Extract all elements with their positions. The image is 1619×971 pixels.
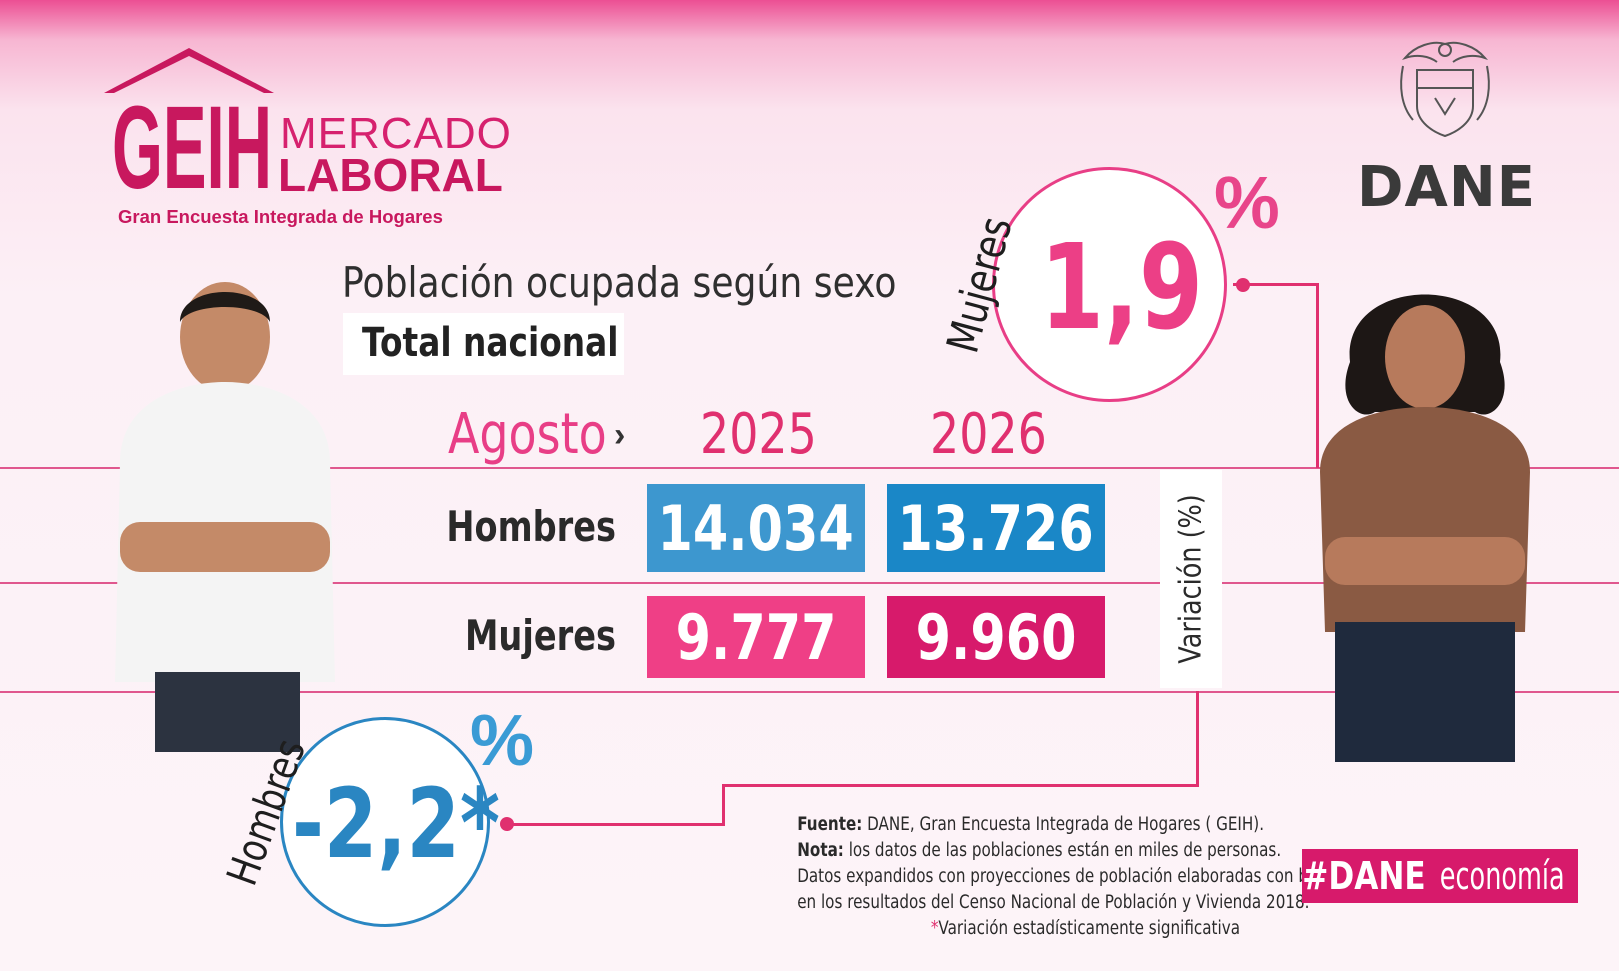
logo-subtitle: Gran Encuesta Integrada de Hogares [118, 206, 443, 227]
connector-dot [500, 817, 514, 831]
period-label: Agosto [448, 402, 607, 467]
divider-line [0, 582, 1619, 584]
source-text: DANE, Gran Encuesta Integrada de Hogares… [862, 814, 1265, 835]
page-title: Población ocupada según sexo [342, 258, 897, 307]
year-2025-header: 2025 [700, 402, 817, 467]
hashtag-badge: #DANE economía [1302, 849, 1578, 903]
value-cell-mujeres-2025: 9.777 [647, 596, 865, 678]
hashtag-bold: #DANE [1302, 854, 1426, 898]
row-label-hombres: Hombres [446, 502, 616, 551]
value-cell-mujeres-2026: 9.960 [887, 596, 1105, 678]
year-2026-header: 2026 [930, 402, 1047, 467]
woman-photo [1320, 294, 1530, 762]
value-text: 13.726 [897, 491, 1095, 565]
note-text: los datos de las poblaciones están en mi… [843, 840, 1282, 861]
value-text: 9.777 [675, 600, 837, 674]
row-label-mujeres: Mujeres [464, 611, 616, 660]
connector-line [1233, 283, 1319, 286]
connector-line [722, 784, 1199, 787]
women-variation-circle [992, 167, 1227, 402]
men-percent-sign: % [470, 701, 535, 781]
value-text: 9.960 [915, 600, 1077, 674]
subtitle-box [343, 313, 624, 375]
asterisk: * [930, 918, 939, 939]
note-label: Nota: [797, 840, 844, 861]
svg-text:GEIH: GEIH [112, 82, 272, 193]
connector-line [1316, 283, 1319, 468]
connector-line [1196, 691, 1199, 786]
variation-label-box [1160, 470, 1222, 688]
man-photo [115, 282, 335, 752]
logo-mercado-text: MERCADO [280, 109, 512, 158]
geih-logo: GEIH [104, 48, 274, 193]
divider-line [0, 691, 1619, 693]
women-percent-sign: % [1214, 161, 1280, 244]
women-variation-value: 1,9 [1040, 218, 1204, 356]
value-cell-hombres-2025: 14.034 [647, 484, 865, 572]
significance-text: Variación estadísticamente significativa [938, 918, 1240, 939]
source-line: Fuente: DANE, Gran Encuesta Integrada de… [797, 812, 1264, 838]
chevron-right-icon: › [614, 416, 626, 454]
value-cell-hombres-2026: 13.726 [887, 484, 1105, 572]
note-line: Nota: los datos de las poblaciones están… [797, 838, 1281, 864]
men-variation-value: -2,2* [292, 768, 501, 880]
page-subtitle: Total nacional [362, 320, 619, 366]
hashtag-text: #DANE economía [1302, 854, 1578, 898]
significance-line: *Variación estadísticamente significativ… [797, 916, 1240, 942]
hashtag-rest: economía [1439, 854, 1565, 898]
dane-wordmark: DANE [1357, 155, 1536, 220]
variation-label: Variación (%) [1173, 494, 1209, 664]
note-line-4: en los resultados del Censo Nacional de … [797, 892, 1310, 913]
source-notes: Fuente: DANE, Gran Encuesta Integrada de… [700, 812, 1335, 942]
men-variation-circle [280, 717, 490, 927]
note-line-3: Datos expandidos con proyecciones de pob… [797, 866, 1335, 887]
connector-dot [1236, 278, 1250, 292]
source-label: Fuente: [797, 814, 863, 835]
connector-line [722, 784, 725, 825]
coat-of-arms-icon [1400, 41, 1490, 138]
connector-line [508, 823, 725, 826]
logo-laboral-text: LABORAL [278, 149, 503, 201]
divider-line [0, 467, 1619, 469]
value-text: 14.034 [657, 491, 855, 565]
